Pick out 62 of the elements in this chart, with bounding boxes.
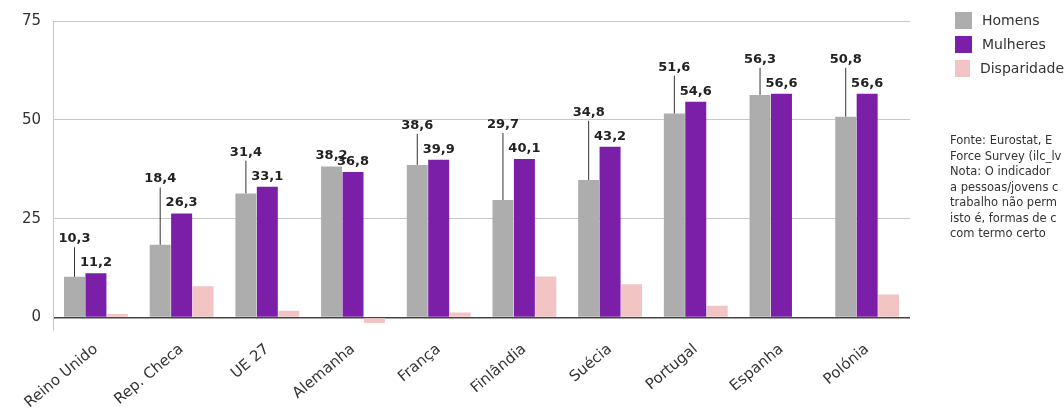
bar: [321, 166, 343, 317]
data-label: 11,2: [79, 254, 112, 270]
bar: [492, 200, 514, 317]
x-tick-label: UE 27: [226, 339, 273, 382]
data-label: 33,1: [251, 167, 284, 183]
bar: [835, 116, 857, 317]
data-label: 39,9: [422, 140, 455, 156]
bar: [578, 179, 600, 317]
data-label: 56,6: [765, 74, 798, 90]
data-label: 51,6: [658, 58, 691, 74]
bar: [621, 284, 642, 317]
bar: [406, 164, 428, 317]
data-label: 18,4: [144, 170, 177, 186]
y-tick-label: 75: [21, 10, 42, 29]
bar: [599, 146, 621, 317]
data-label: 50,8: [829, 50, 862, 66]
data-label: 56,3: [744, 50, 777, 66]
data-label: 40,1: [508, 139, 541, 155]
data-label: 34,8: [572, 103, 605, 119]
bar: [706, 305, 728, 317]
y-tick-label: 50: [21, 109, 42, 128]
text: com termo certo: [950, 226, 1047, 242]
data-label: 10,3: [58, 230, 91, 246]
bar: [149, 244, 171, 317]
y-tick-label: 25: [21, 208, 42, 227]
bar: [106, 313, 128, 317]
text: Nota: O indicador: [950, 164, 1052, 180]
bar: [535, 276, 557, 317]
text: trabalho não perm: [950, 195, 1058, 211]
data-label: 56,6: [851, 74, 884, 90]
bar: [663, 113, 685, 317]
bar: [192, 286, 214, 317]
bar: [685, 101, 707, 317]
bar: [878, 294, 900, 317]
bar: [513, 158, 535, 317]
bar: [64, 276, 86, 317]
data-label: 26,3: [165, 194, 198, 210]
bar: [342, 172, 364, 317]
text: isto é, formas de c: [950, 210, 1058, 226]
bar: [85, 273, 107, 317]
source-note: Fonte: Eurostat, E: [950, 133, 1054, 149]
bar: [749, 94, 771, 317]
bar: [235, 193, 257, 317]
bar: [363, 318, 385, 324]
bar: [449, 312, 471, 317]
bar: [856, 93, 878, 317]
legend-label: Homens: [982, 12, 1040, 28]
text: a pessoas/jovens c: [950, 179, 1060, 195]
y-tick-label: 0: [31, 307, 42, 326]
bar: [256, 186, 278, 317]
bar: [428, 159, 450, 317]
data-label: 38,6: [401, 116, 434, 132]
data-label: 54,6: [679, 82, 712, 98]
data-label: 43,2: [594, 127, 627, 143]
data-label: 29,7: [486, 115, 520, 131]
legend-label: Mulheres: [982, 36, 1046, 52]
bar: [278, 310, 300, 317]
text: Force Survey (ilc_lv: [950, 148, 1062, 164]
legend-label: Disparidade: [979, 60, 1064, 76]
bar: [171, 213, 193, 317]
data-label: 31,4: [229, 143, 262, 159]
bar: [770, 93, 792, 317]
